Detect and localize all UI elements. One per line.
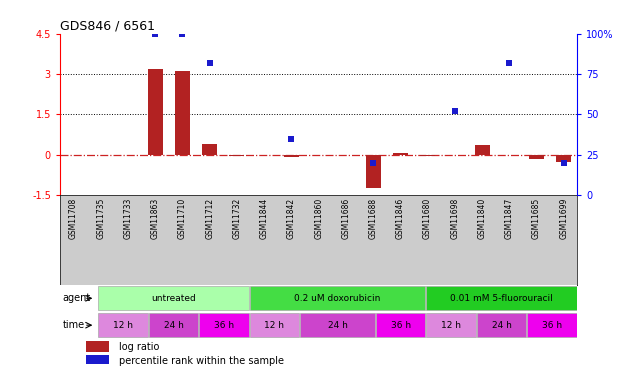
Text: GSM11844: GSM11844: [260, 198, 269, 239]
Bar: [475, 146, 490, 155]
Text: GSM11733: GSM11733: [124, 198, 133, 239]
Text: 0.01 mM 5-fluorouracil: 0.01 mM 5-fluorouracil: [451, 294, 553, 303]
Text: 24 h: 24 h: [327, 321, 348, 330]
Text: time: time: [62, 320, 85, 330]
Text: 36 h: 36 h: [391, 321, 411, 330]
Text: GSM11712: GSM11712: [205, 198, 214, 239]
Bar: [557, 155, 571, 162]
Text: 24 h: 24 h: [163, 321, 184, 330]
Text: 12 h: 12 h: [441, 321, 461, 330]
Text: GSM11732: GSM11732: [232, 198, 242, 239]
Text: GSM11842: GSM11842: [287, 198, 296, 239]
Bar: [477, 313, 526, 337]
Text: GSM11688: GSM11688: [369, 198, 377, 239]
Text: 24 h: 24 h: [492, 321, 512, 330]
Bar: [393, 153, 408, 155]
Bar: [300, 313, 375, 337]
Bar: [420, 155, 435, 156]
Text: 0.2 uM doxorubicin: 0.2 uM doxorubicin: [295, 294, 380, 303]
Bar: [202, 144, 217, 155]
Text: percentile rank within the sample: percentile rank within the sample: [119, 356, 285, 366]
Bar: [528, 313, 577, 337]
Bar: [175, 71, 190, 155]
Text: 36 h: 36 h: [542, 321, 562, 330]
Bar: [250, 286, 425, 310]
Text: GSM11686: GSM11686: [341, 198, 350, 239]
Text: GSM11698: GSM11698: [451, 198, 459, 239]
Text: GSM11840: GSM11840: [478, 198, 487, 239]
Text: GSM11846: GSM11846: [396, 198, 405, 239]
Bar: [86, 341, 109, 352]
Bar: [149, 313, 198, 337]
Text: log ratio: log ratio: [119, 342, 160, 352]
Bar: [284, 155, 299, 157]
Bar: [148, 69, 163, 155]
Text: GSM11735: GSM11735: [97, 198, 105, 239]
Text: agent: agent: [62, 293, 91, 303]
Text: GSM11847: GSM11847: [505, 198, 514, 239]
Bar: [365, 155, 380, 188]
Text: GSM11710: GSM11710: [178, 198, 187, 239]
Text: GSM11699: GSM11699: [559, 198, 569, 239]
Text: 12 h: 12 h: [264, 321, 285, 330]
Bar: [98, 286, 249, 310]
Bar: [98, 313, 148, 337]
Text: GDS846 / 6561: GDS846 / 6561: [60, 20, 155, 33]
Text: GSM11685: GSM11685: [532, 198, 541, 239]
Bar: [427, 286, 577, 310]
Text: 12 h: 12 h: [113, 321, 133, 330]
Bar: [376, 313, 425, 337]
Text: 36 h: 36 h: [214, 321, 234, 330]
Text: untreated: untreated: [151, 294, 196, 303]
Bar: [529, 155, 544, 159]
Bar: [199, 313, 249, 337]
Text: GSM11860: GSM11860: [314, 198, 323, 239]
Text: GSM11708: GSM11708: [69, 198, 78, 239]
Text: GSM11680: GSM11680: [423, 198, 432, 239]
Bar: [230, 155, 244, 156]
Bar: [427, 313, 476, 337]
Bar: [86, 355, 109, 366]
Text: GSM11863: GSM11863: [151, 198, 160, 239]
Bar: [250, 313, 299, 337]
